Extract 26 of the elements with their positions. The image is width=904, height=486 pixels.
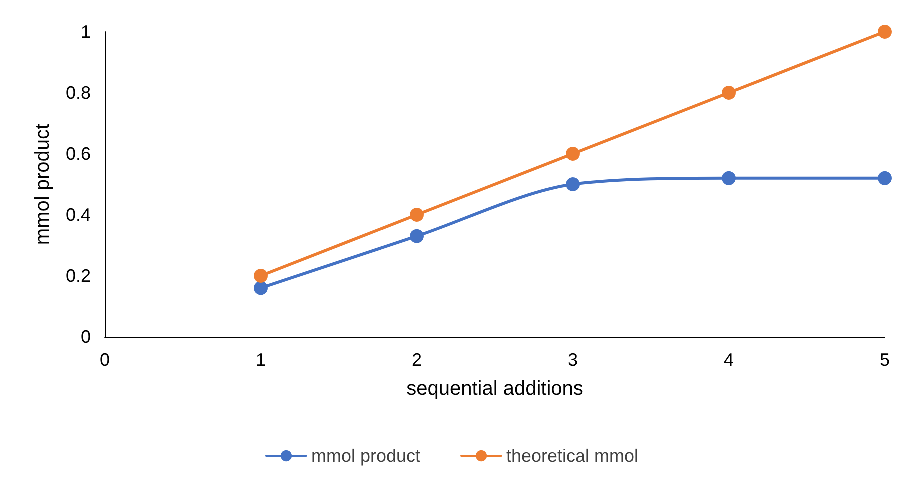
y-tick-label: 0	[80, 327, 91, 347]
point	[254, 281, 268, 296]
y-tick-label: 0.6	[66, 144, 91, 164]
legend-label: theoretical mmol	[506, 446, 639, 466]
x-tick-label: 0	[100, 350, 110, 370]
point	[878, 171, 892, 186]
y-tick-label: 0.8	[66, 83, 91, 103]
y-tick-label: 0.2	[66, 266, 91, 286]
legend-label: mmol product	[311, 446, 421, 466]
x-tick-label: 5	[880, 350, 890, 370]
y-tick-label: 0.4	[66, 205, 91, 225]
x-tick-label: 1	[256, 350, 266, 370]
point	[722, 171, 736, 186]
point	[878, 25, 892, 39]
y-tick-label: 1	[80, 22, 91, 42]
point	[566, 147, 580, 161]
point	[566, 178, 580, 192]
y-axis-title: mmol product	[32, 123, 54, 246]
x-tick-label: 2	[412, 350, 422, 370]
x-tick-label: 3	[568, 350, 578, 370]
point	[722, 86, 736, 100]
point	[410, 208, 424, 222]
point	[410, 229, 424, 244]
x-tick-label: 4	[724, 350, 734, 370]
x-axis-title: sequential additions	[406, 378, 584, 400]
point	[254, 269, 268, 283]
